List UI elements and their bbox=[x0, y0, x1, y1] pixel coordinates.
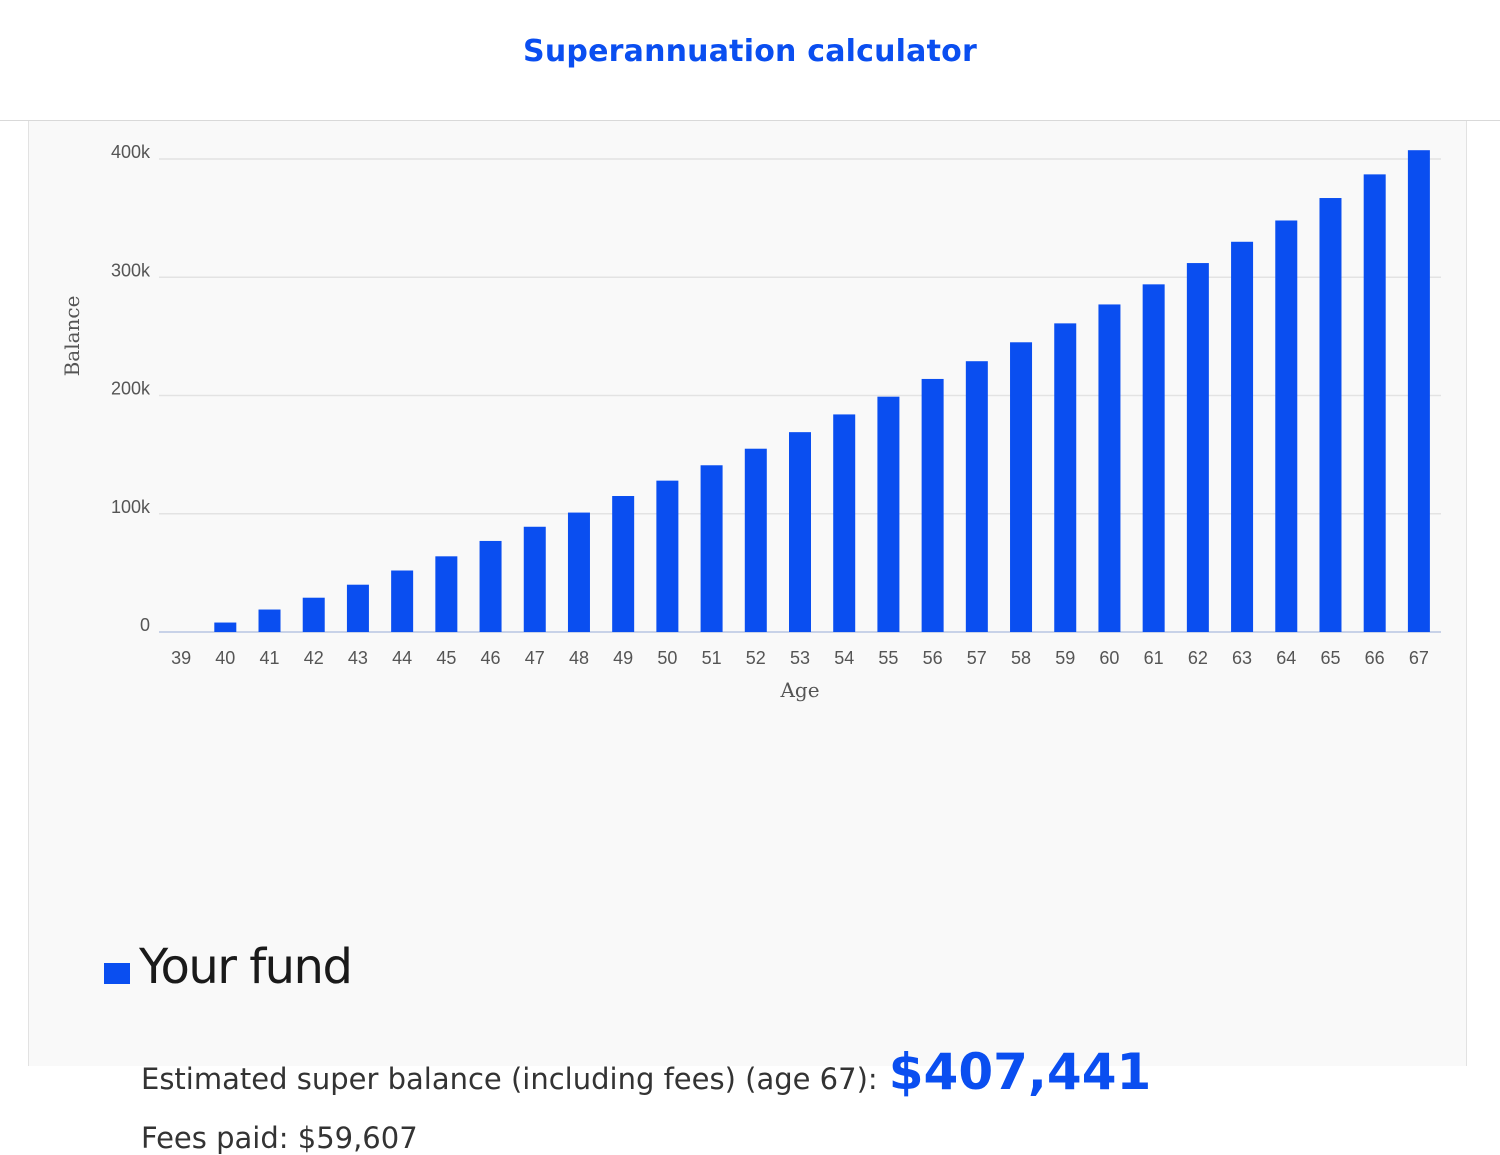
x-tick-label: 43 bbox=[348, 648, 368, 668]
chart-bar[interactable] bbox=[1275, 220, 1298, 632]
estimated-balance-label: Estimated super balance (including fees)… bbox=[141, 1062, 878, 1096]
x-tick-label: 58 bbox=[1011, 648, 1031, 668]
x-tick-label: 48 bbox=[569, 648, 589, 668]
y-tick-label: 200k bbox=[111, 379, 151, 399]
y-tick-label: 100k bbox=[111, 497, 151, 517]
chart-bar[interactable] bbox=[921, 378, 944, 632]
chart-bar[interactable] bbox=[1098, 304, 1121, 632]
chart-bar[interactable] bbox=[1231, 241, 1254, 632]
chart-bar[interactable] bbox=[1010, 342, 1033, 632]
legend-swatch bbox=[104, 963, 130, 984]
chart-bar[interactable] bbox=[700, 465, 723, 632]
chart-bar[interactable] bbox=[1186, 263, 1209, 632]
x-tick-label: 51 bbox=[702, 648, 722, 668]
x-tick-label: 44 bbox=[392, 648, 412, 668]
estimated-balance-row: Estimated super balance (including fees)… bbox=[141, 1043, 1151, 1101]
y-tick-label: 0 bbox=[140, 615, 150, 635]
chart-bar[interactable] bbox=[1142, 284, 1165, 632]
chart-bar[interactable] bbox=[391, 570, 414, 632]
chart-bar[interactable] bbox=[789, 432, 811, 632]
chart-bar[interactable] bbox=[612, 496, 635, 632]
x-tick-label: 53 bbox=[790, 648, 810, 668]
chart-bar[interactable] bbox=[567, 512, 590, 632]
x-tick-label: 52 bbox=[746, 648, 766, 668]
chart-bar[interactable] bbox=[965, 361, 988, 632]
chart-bar[interactable] bbox=[656, 480, 679, 632]
legend-label: Your fund bbox=[139, 939, 353, 995]
x-tick-label: 45 bbox=[436, 648, 456, 668]
x-tick-label: 61 bbox=[1144, 648, 1164, 668]
x-tick-label: 40 bbox=[215, 648, 235, 668]
page-title: Superannuation calculator bbox=[523, 34, 977, 69]
chart-bar[interactable] bbox=[479, 540, 502, 632]
x-tick-label: 46 bbox=[481, 648, 501, 668]
x-tick-label: 62 bbox=[1188, 648, 1208, 668]
x-tick-label: 66 bbox=[1365, 648, 1385, 668]
y-tick-label: 400k bbox=[111, 142, 151, 162]
x-axis-ticks: 39 40 41 42 43 44 45 46 47 48 49 50 51 52 53 54 55 56 57 58… bbox=[171, 648, 1429, 668]
x-tick-label: 55 bbox=[878, 648, 898, 668]
y-axis-ticks: 0 100k 200k 300k 400k bbox=[111, 142, 151, 635]
page-header: Superannuation calculator bbox=[0, 0, 1500, 121]
x-tick-label: 60 bbox=[1099, 648, 1119, 668]
x-tick-label: 59 bbox=[1055, 648, 1075, 668]
fees-paid-text: Fees paid: $59,607 bbox=[141, 1121, 418, 1155]
x-tick-label: 39 bbox=[171, 648, 191, 668]
x-tick-label: 47 bbox=[525, 648, 545, 668]
chart-bar[interactable] bbox=[302, 597, 325, 632]
x-tick-label: 41 bbox=[260, 648, 280, 668]
x-tick-label: 42 bbox=[304, 648, 324, 668]
x-tick-label: 64 bbox=[1276, 648, 1296, 668]
chart-bar[interactable] bbox=[1407, 150, 1430, 632]
chart-bar[interactable] bbox=[877, 396, 900, 632]
x-tick-label: 49 bbox=[613, 648, 633, 668]
balance-chart: 0 100k 200k 300k 400k 39 40 41 42 43 44 45 46 47 48 49… bbox=[60, 142, 1441, 702]
chart-bar[interactable] bbox=[435, 556, 458, 632]
x-axis-label: Age bbox=[779, 678, 819, 702]
x-tick-label: 65 bbox=[1320, 648, 1340, 668]
x-tick-label: 57 bbox=[967, 648, 987, 668]
chart-bar[interactable] bbox=[744, 448, 767, 632]
chart-bar[interactable] bbox=[346, 584, 369, 632]
chart-bar[interactable] bbox=[1363, 174, 1386, 632]
chart-bar[interactable] bbox=[214, 622, 237, 632]
x-tick-label: 50 bbox=[657, 648, 677, 668]
chart-bar[interactable] bbox=[523, 526, 546, 632]
chart-bar[interactable] bbox=[1319, 198, 1342, 632]
chart-bar[interactable] bbox=[1054, 323, 1077, 632]
chart-bar[interactable] bbox=[833, 414, 856, 632]
x-tick-label: 63 bbox=[1232, 648, 1252, 668]
results-panel: 0 100k 200k 300k 400k 39 40 41 42 43 44 45 46 47 48 49… bbox=[28, 121, 1467, 1155]
x-tick-label: 56 bbox=[923, 648, 943, 668]
x-tick-label: 54 bbox=[834, 648, 854, 668]
estimated-balance-value: $407,441 bbox=[888, 1043, 1152, 1101]
y-axis-label: Balance bbox=[60, 296, 84, 377]
x-tick-label: 67 bbox=[1409, 648, 1429, 668]
chart-bar[interactable] bbox=[258, 609, 281, 632]
y-tick-label: 300k bbox=[111, 260, 151, 280]
chart-bars bbox=[214, 150, 1430, 632]
